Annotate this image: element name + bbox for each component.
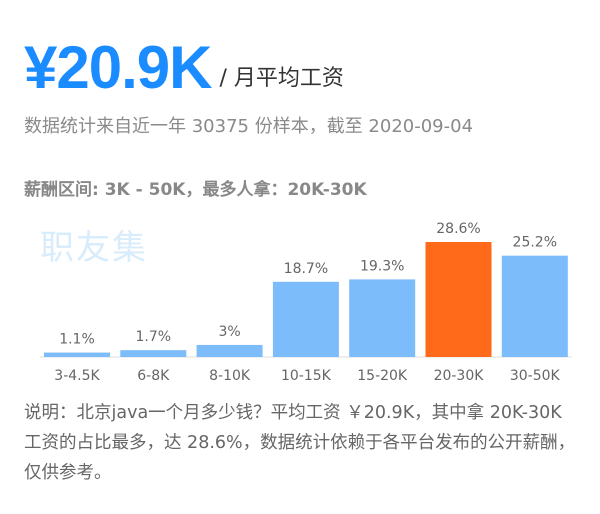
bar-10-15K (272, 281, 339, 357)
average-salary-unit: / 月平均工资 (219, 66, 344, 91)
bar-value-label: 3% (218, 324, 240, 340)
category-tick-label: 10-15K (281, 368, 332, 384)
description-note: 说明：北京java一个月多少钱？平均工资 ￥20.9K，其中拿 20K-30K … (24, 403, 576, 483)
bar-value-label: 1.7% (136, 329, 172, 345)
average-salary: ¥20.9K (24, 34, 212, 101)
bar-value-label: 25.2% (513, 235, 557, 251)
watermark-logo: 职友集 (40, 228, 148, 268)
bar-30-50K (501, 255, 568, 357)
category-tick-label: 15-20K (357, 368, 408, 384)
bar-value-label: 19.3% (360, 258, 404, 274)
bar-3-4.5K (44, 352, 110, 357)
salary-distribution-chart: 1.1% 3-4.5K 1.7% 6-8K 3% 8-10K 18.7% 10-15K 19.3… (40, 221, 572, 384)
category-tick-label: 3-4.5K (54, 368, 100, 384)
bar-20-30K (425, 242, 492, 357)
salary-range-text: 薪酬区间: 3K - 50K，最多人拿：20K-30K (24, 180, 367, 200)
sample-source-text: 数据统计来自近一年 30375 份样本，截至 2020-09-04 (24, 116, 474, 137)
category-tick-label: 6-8K (137, 368, 170, 384)
bar-value-label: 28.6% (436, 221, 480, 237)
category-tick-label: 8-10K (209, 368, 251, 384)
bar-8-10K (196, 344, 263, 357)
salary-headline: ¥20.9K / 月平均工资 (24, 18, 344, 98)
bar-value-label: 1.1% (59, 332, 95, 348)
bar-value-label: 18.7% (284, 261, 328, 277)
bar-6-8K (120, 350, 187, 357)
category-tick-label: 20-30K (434, 368, 485, 384)
category-tick-label: 30-50K (510, 368, 561, 384)
bar-15-20K (349, 279, 416, 357)
